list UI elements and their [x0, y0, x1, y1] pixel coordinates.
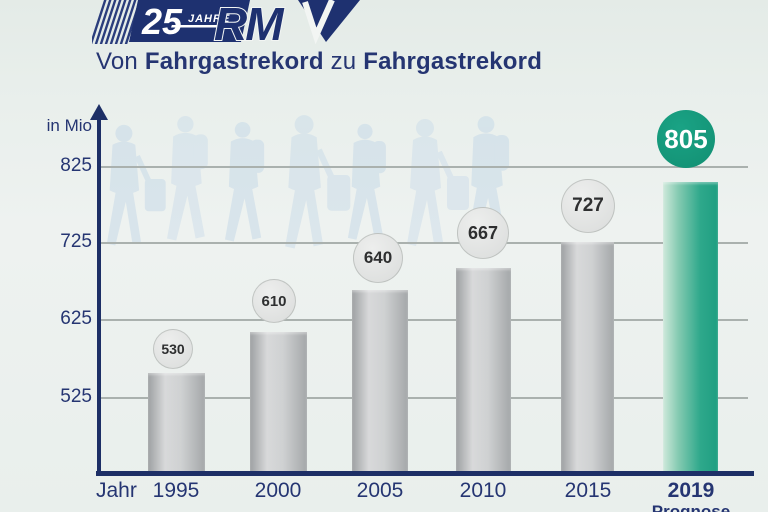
- bar-2015: [561, 242, 614, 471]
- title-fahrgastrekord-2: Fahrgastrekord: [363, 48, 543, 75]
- y-tick-725: 725: [60, 231, 92, 252]
- logo-25-panel: [129, 0, 250, 42]
- bar-2005: [352, 290, 408, 471]
- title-fahrgastrekord-1: Fahrgastrekord: [144, 48, 324, 75]
- y-axis-line: [97, 118, 101, 476]
- value-bubble-1995: 530: [153, 329, 193, 369]
- gridline-825: [100, 166, 748, 168]
- x-axis-label-jahr: Jahr: [96, 479, 137, 502]
- bar-2010: [456, 268, 511, 471]
- value-bubble-2015: 727: [561, 179, 615, 233]
- y-tick-825: 825: [60, 155, 92, 176]
- x-axis-line: [96, 471, 754, 476]
- gridline-725: [100, 242, 748, 244]
- logo-v-icon: [302, 0, 335, 44]
- value-bubble-2000: 610: [252, 279, 296, 323]
- value-badge-2019-prognose: 805: [657, 110, 715, 168]
- y-axis-unit-label: in Mio: [46, 116, 92, 135]
- value-bubble-2010: 667: [457, 207, 509, 259]
- x-label-1995: 1995: [152, 479, 200, 502]
- x-label-2000: 2000: [254, 479, 302, 502]
- bar-1995: [148, 373, 205, 471]
- title-von: Von: [96, 48, 138, 75]
- x-label-2010: 2010: [459, 479, 507, 502]
- bar-2019-prognose: [663, 182, 718, 471]
- y-tick-625: 625: [60, 308, 92, 329]
- x-label-2015: 2015: [564, 479, 612, 502]
- title-zu: zu: [330, 48, 357, 75]
- logo-stripes-icon: [92, 0, 142, 44]
- gridline-625: [100, 319, 748, 321]
- rmv-logo: 25 JAHRE RM: [92, 0, 360, 44]
- logo-jahre-label: JAHRE: [188, 13, 230, 25]
- x-label-prognose: Prognose: [651, 502, 731, 512]
- gridline-525: [100, 397, 748, 399]
- y-tick-525: 525: [60, 386, 92, 407]
- y-axis-arrow-icon: [90, 104, 108, 120]
- logo-rmv-wordmark: RM: [214, 0, 285, 44]
- bar-2000: [250, 332, 307, 471]
- x-label-2005: 2005: [356, 479, 404, 502]
- logo-triangle-icon: [298, 0, 360, 42]
- value-bubble-2005: 640: [353, 233, 403, 283]
- logo-25-number: 25: [141, 1, 183, 42]
- x-label-2019: 2019: [667, 479, 715, 502]
- page-title: Von Fahrgastrekord zu Fahrgastrekord: [96, 48, 696, 76]
